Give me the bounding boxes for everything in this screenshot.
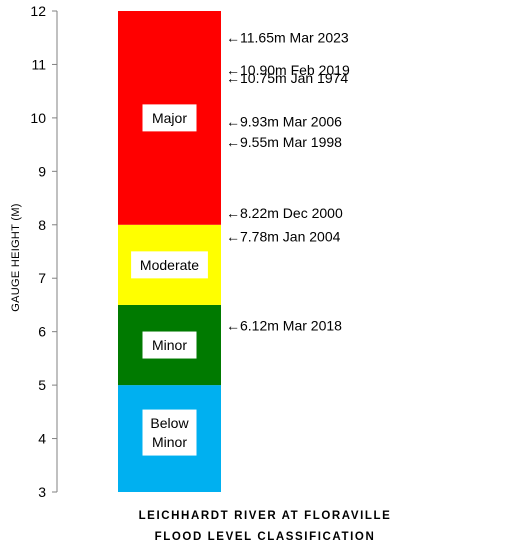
y-tick-label-4: 7 <box>38 270 46 286</box>
band-label-1: Minor <box>152 337 187 353</box>
band-label-box-0 <box>142 409 197 456</box>
annotation-4: ←9.55m Mar 1998 <box>226 134 342 150</box>
annotation-5: ←8.22m Dec 2000 <box>226 205 343 221</box>
y-tick-label-1: 4 <box>38 431 46 447</box>
y-tick-label-3: 6 <box>38 324 46 340</box>
band-label-box-2 <box>131 251 208 279</box>
flood-annotations: ←11.65m Mar 2023 ←10.90m Feb 2019←10.75m … <box>226 30 350 334</box>
y-tick-label-0: 3 <box>38 484 46 500</box>
annotation-1: ←10.90m Feb 2019 <box>226 62 350 78</box>
annotation-2: ←10.75m Jan 1974 <box>226 70 348 86</box>
y-tick-label-2: 5 <box>38 377 46 393</box>
annotation-6: ←7.78m Jan 2004 <box>226 229 341 245</box>
band-label-box-1 <box>142 331 197 359</box>
annotation-3: ←9.93m Mar 2006 <box>226 114 342 130</box>
band-label-box-3 <box>142 104 197 132</box>
annotation-7: ←6.12m Mar 2018 <box>226 317 342 333</box>
caption-subtitle: FLOOD LEVEL CLASSIFICATION <box>154 531 376 543</box>
flood-bands: Below Minor Minor Moderate Major <box>118 11 221 492</box>
flood-level-chart: Below Minor Minor Moderate Major 3 4 5 6 7 8 9 10 11… <box>10 3 350 500</box>
annotation-0: ←11.65m Mar 2023 <box>226 30 349 46</box>
band-label-3: Major <box>152 110 187 126</box>
caption-title: LEICHHARDT RIVER AT FLORAVILLE <box>138 510 392 522</box>
y-tick-label-6: 9 <box>38 163 46 179</box>
y-axis: 3 4 5 6 7 8 9 10 11 12 <box>30 3 58 500</box>
y-tick-label-8: 11 <box>31 56 46 72</box>
y-tick-label-5: 8 <box>38 217 46 233</box>
band-label-2: Moderate <box>140 257 199 273</box>
y-tick-label-7: 10 <box>30 110 46 126</box>
y-tick-label-9: 12 <box>30 3 46 19</box>
y-axis-title: GAUGE HEIGHT (M) <box>10 203 22 312</box>
band-label-0: Below Minor <box>150 415 189 450</box>
